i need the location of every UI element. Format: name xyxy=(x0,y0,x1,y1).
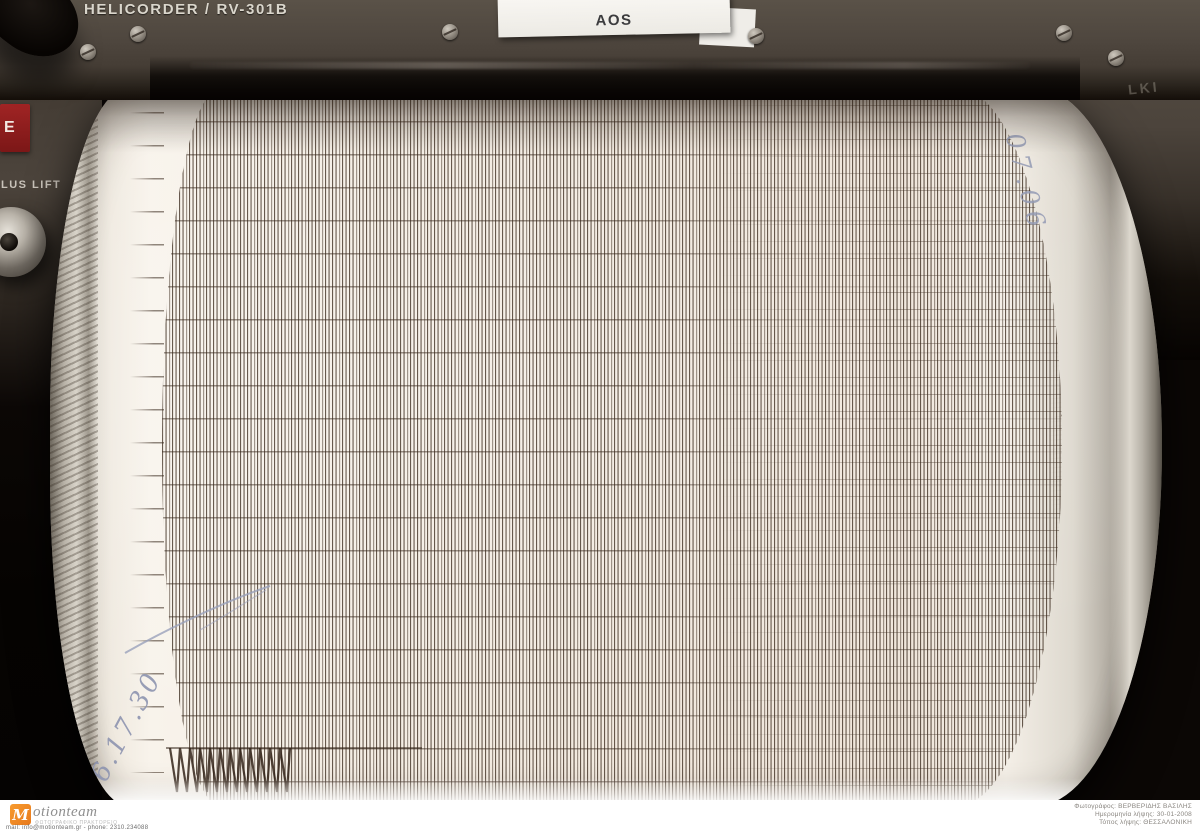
agency-name: otionteam xyxy=(33,804,98,820)
photo-credits: Φωτογράφος: ΒΕΡΒΕΡΙΔΗΣ ΒΑΣΙΛΗΣ Ημερομηνί… xyxy=(1074,803,1192,827)
credit-date: Ημερομηνία λήψης: 30-01-2008 xyxy=(1095,811,1192,818)
agency-tagline: ΦΩΤΟΓΡΑΦΙΚΟ ΠΡΑΚΤΟΡΕΙΟ xyxy=(35,820,118,826)
instrument-top-panel: HELICORDER / RV-301B AOS xyxy=(0,0,1200,100)
etched-panel-text: LKI xyxy=(1127,78,1161,98)
device-model-label: HELICORDER / RV-301B xyxy=(84,1,289,18)
screw-icon xyxy=(80,44,96,60)
seismogram-paper xyxy=(162,88,1062,806)
credit-location: Τόπος λήψης: ΘΕΣΣΑΛΟΝΙΚΗ xyxy=(1099,819,1192,826)
control-knob xyxy=(0,207,46,277)
agency-contact: mail: info@motionteam.gr - phone: 2310.2… xyxy=(6,825,149,831)
time-mark-grid-dense xyxy=(162,88,1062,806)
drum-left-rim xyxy=(50,88,98,806)
drum-right-rim xyxy=(1110,88,1162,806)
helicorder-drum: 07.06 06.17.30 xyxy=(50,88,1162,806)
credit-photographer: Φωτογράφος: ΒΕΡΒΕΡΙΔΗΣ ΒΑΣΙΛΗΣ xyxy=(1074,803,1192,810)
station-code: AOS xyxy=(595,11,633,29)
station-label-card: AOS xyxy=(497,0,731,38)
agency-footer: M otionteam ΦΩΤΟΓΡΑΦΙΚΟ ΠΡΑΚΤΟΡΕΙΟ mail:… xyxy=(0,800,1200,831)
motionteam-logo-icon: M xyxy=(10,804,31,825)
screw-icon xyxy=(130,26,146,42)
slot-gloss-highlight xyxy=(190,62,1030,69)
red-label-text: E xyxy=(4,119,15,136)
screw-icon xyxy=(1056,25,1072,41)
screw-icon xyxy=(748,28,764,44)
screw-icon xyxy=(1108,50,1124,66)
red-label: E xyxy=(0,104,30,152)
black-lever xyxy=(0,0,95,75)
stylus-lift-label: LUS LIFT xyxy=(1,179,62,191)
screw-icon xyxy=(442,24,458,40)
